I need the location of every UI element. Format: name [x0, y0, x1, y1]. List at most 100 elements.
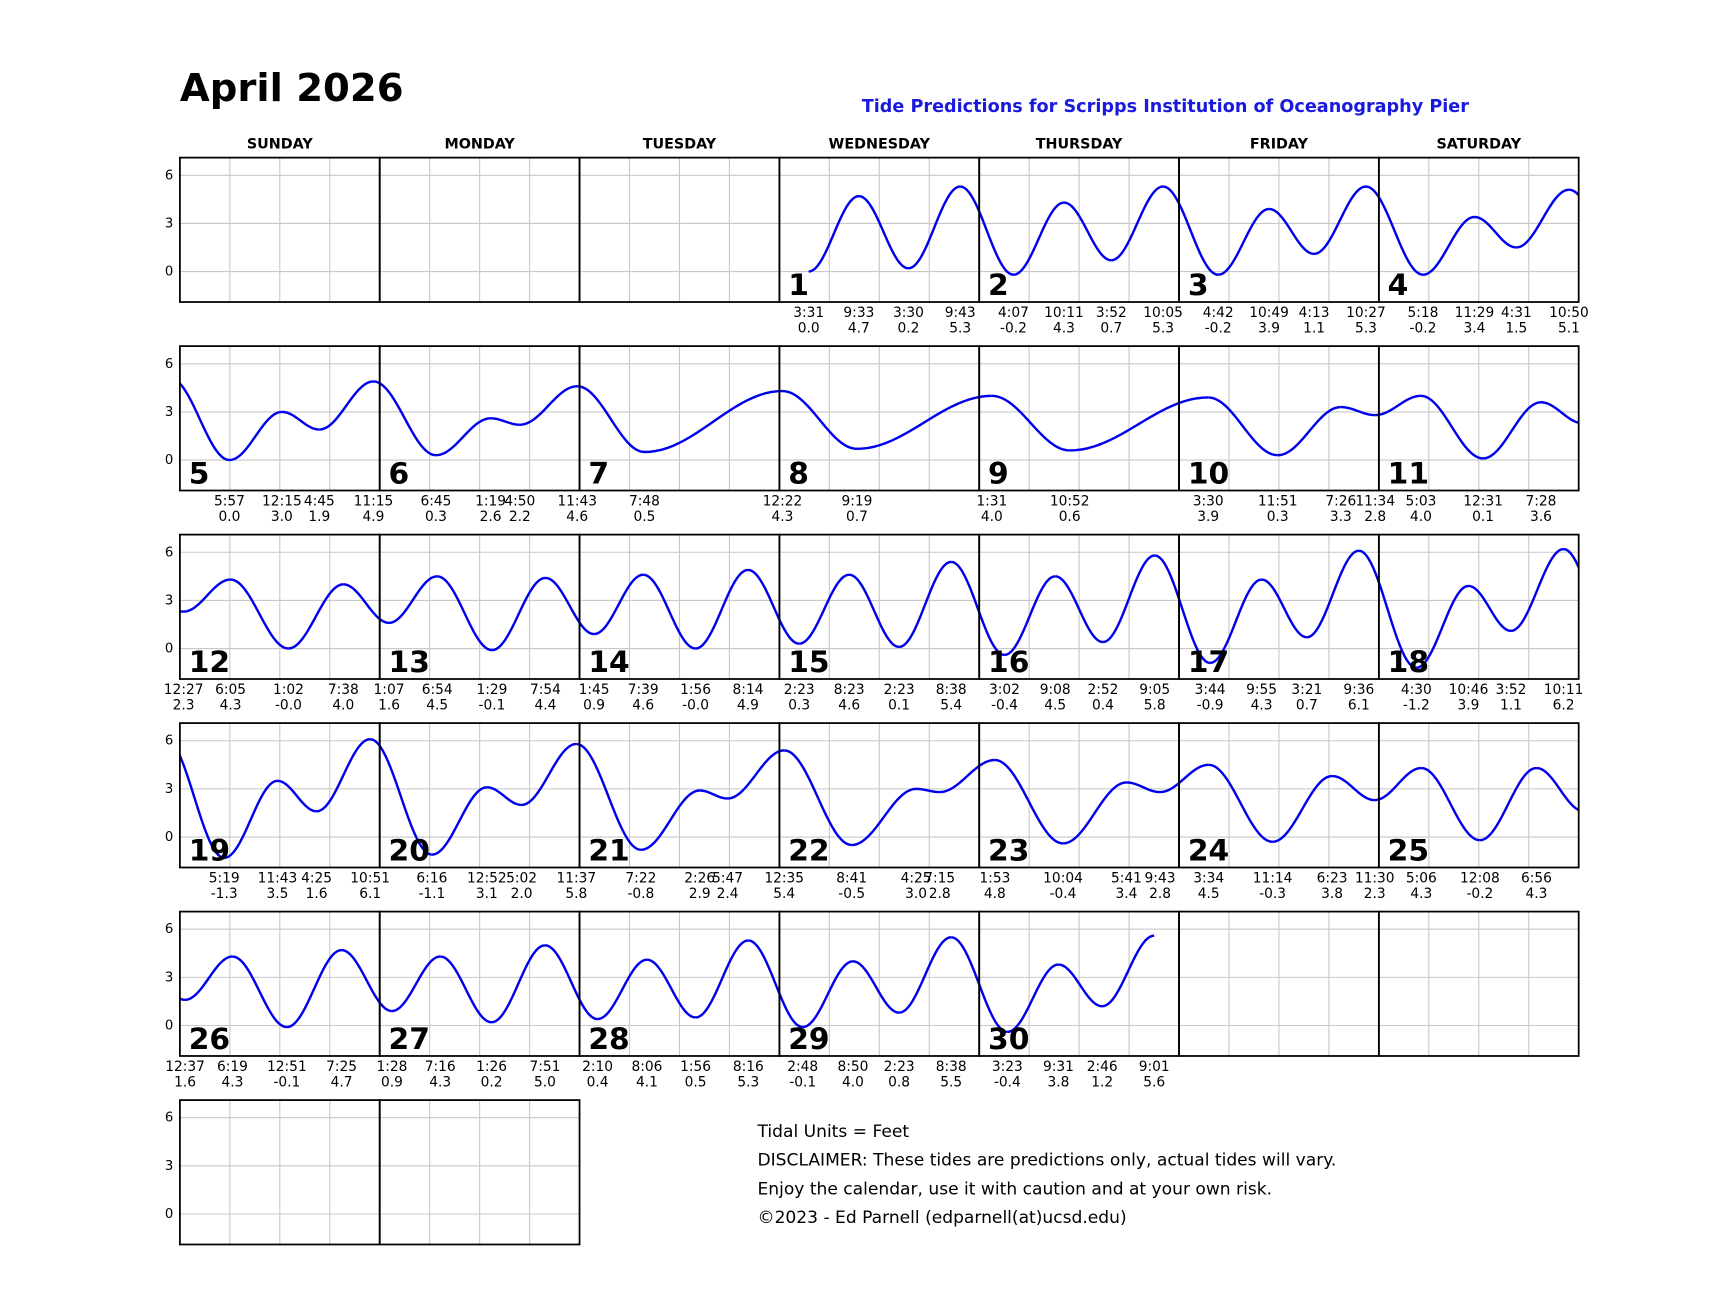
- tide-height: 4.7: [331, 1074, 353, 1090]
- tide-curve: [440, 955, 492, 1024]
- day-number: 9: [988, 457, 1009, 492]
- tide-time: 6:56: [1521, 871, 1552, 887]
- tide-time: 1:07: [374, 682, 405, 698]
- tide-height: -0.4: [1050, 886, 1077, 902]
- tide-time: 6:23: [1317, 871, 1348, 887]
- tide-curve: [1261, 578, 1308, 639]
- tide-height: 4.6: [632, 697, 654, 713]
- tide-time: 4:42: [1203, 305, 1234, 321]
- tide-curve: [486, 786, 522, 807]
- tide-curve: [179, 752, 225, 860]
- tide-height: 5.3: [949, 320, 971, 336]
- tide-time: 11:15: [354, 494, 394, 510]
- day-number: 18: [1388, 645, 1429, 680]
- tide-height: 0.9: [583, 697, 605, 713]
- tide-time: 4:30: [1401, 682, 1432, 698]
- tide-time: 3:34: [1193, 871, 1224, 887]
- tide-curve: [898, 560, 952, 649]
- tide-curve: [319, 380, 374, 431]
- tide-curve: [491, 944, 546, 1024]
- tide-curve: [1358, 549, 1417, 669]
- tide-time: 8:16: [733, 1059, 764, 1075]
- tide-time: 1:56: [680, 1059, 711, 1075]
- footer-line: Tidal Units = Feet: [756, 1122, 909, 1142]
- tide-height: -1.1: [418, 886, 445, 902]
- tide-curve: [1209, 578, 1262, 665]
- tide-time: 1:02: [273, 682, 304, 698]
- tide-time: 1:31: [976, 494, 1007, 510]
- tide-curve: [593, 573, 644, 636]
- tide-time: 8:38: [936, 682, 967, 698]
- tide-curve: [544, 944, 598, 1021]
- tide-time: 2:10: [582, 1059, 613, 1075]
- tide-time: 9:55: [1246, 682, 1277, 698]
- tide-height: 0.4: [1092, 697, 1114, 713]
- tide-curve: [286, 948, 342, 1029]
- tide-height: 4.0: [332, 697, 354, 713]
- day-cell: [1377, 910, 1580, 1057]
- tide-time: 11:14: [1253, 871, 1293, 887]
- tide-time: 11:51: [1258, 494, 1298, 510]
- tide-curve: [747, 568, 800, 645]
- day-number: 1: [788, 268, 809, 303]
- weekday-label: FRIDAY: [1250, 136, 1309, 152]
- tide-height: 1.1: [1500, 697, 1522, 713]
- tide-height: 4.6: [566, 509, 588, 525]
- tide-time: 1:26: [476, 1059, 507, 1075]
- tide-time: 11:43: [557, 494, 597, 510]
- y-tick-label: 6: [165, 168, 173, 183]
- tide-time: 5:03: [1405, 494, 1436, 510]
- tide-height: 5.4: [940, 697, 962, 713]
- tide-height: 2.0: [511, 886, 533, 902]
- tide-time: 9:01: [1139, 1059, 1170, 1075]
- tide-height: 3.8: [1321, 886, 1343, 902]
- day-number: 19: [189, 834, 230, 869]
- tide-time: 10:04: [1043, 871, 1083, 887]
- tide-time: 12:35: [764, 871, 804, 887]
- subtitle: Tide Predictions for Scripps Institution…: [862, 97, 1470, 117]
- tide-curve: [1422, 215, 1475, 276]
- day-number: 3: [1188, 268, 1209, 303]
- tide-curve: [1004, 575, 1056, 657]
- tide-height: -0.2: [1000, 320, 1027, 336]
- tide-height: 2.9: [689, 886, 711, 902]
- tide-curve: [782, 389, 858, 451]
- tide-curve: [1474, 215, 1517, 249]
- tide-height: 5.3: [1355, 320, 1377, 336]
- day-number: 5: [189, 457, 210, 492]
- tide-time: 9:36: [1343, 682, 1374, 698]
- tide-time: 2:46: [1087, 1059, 1118, 1075]
- tide-height: -1.3: [211, 886, 238, 902]
- footer-line: ©2023 - Ed Parnell (edparnell(at)ucsd.ed…: [757, 1208, 1126, 1228]
- tide-curve: [577, 385, 645, 454]
- y-tick-label: 3: [165, 405, 173, 420]
- tide-height: 0.0: [218, 509, 240, 525]
- tide-height: -0.4: [991, 697, 1018, 713]
- tide-height: 3.5: [266, 886, 288, 902]
- tide-curve: [991, 394, 1070, 452]
- tide-time: 7:16: [425, 1059, 456, 1075]
- tide-time: 9:08: [1040, 682, 1071, 698]
- tide-time: 4:07: [998, 305, 1029, 321]
- tide-time: 9:05: [1139, 682, 1170, 698]
- tide-height: 2.3: [173, 697, 195, 713]
- tide-height: 0.5: [685, 1074, 707, 1090]
- tide-curve: [491, 576, 546, 652]
- tide-height: 3.0: [271, 509, 293, 525]
- tide-time: 12:27: [164, 682, 204, 698]
- tide-height: 0.3: [425, 509, 447, 525]
- tide-time: 7:28: [1525, 494, 1556, 510]
- tide-time: 3:44: [1195, 682, 1226, 698]
- tide-height: 1.5: [1505, 320, 1527, 336]
- day-number: 30: [988, 1022, 1029, 1057]
- tide-curve: [1069, 396, 1209, 452]
- y-tick-label: 0: [165, 1019, 173, 1034]
- tide-height: 4.5: [1198, 886, 1220, 902]
- day-number: 6: [389, 457, 410, 492]
- tide-height: -0.3: [1259, 886, 1286, 902]
- tide-time: 11:43: [258, 871, 298, 887]
- tide-height: 4.3: [1526, 886, 1548, 902]
- tide-curve: [1536, 766, 1579, 812]
- tide-curve: [1479, 766, 1537, 842]
- tide-height: 4.3: [771, 509, 793, 525]
